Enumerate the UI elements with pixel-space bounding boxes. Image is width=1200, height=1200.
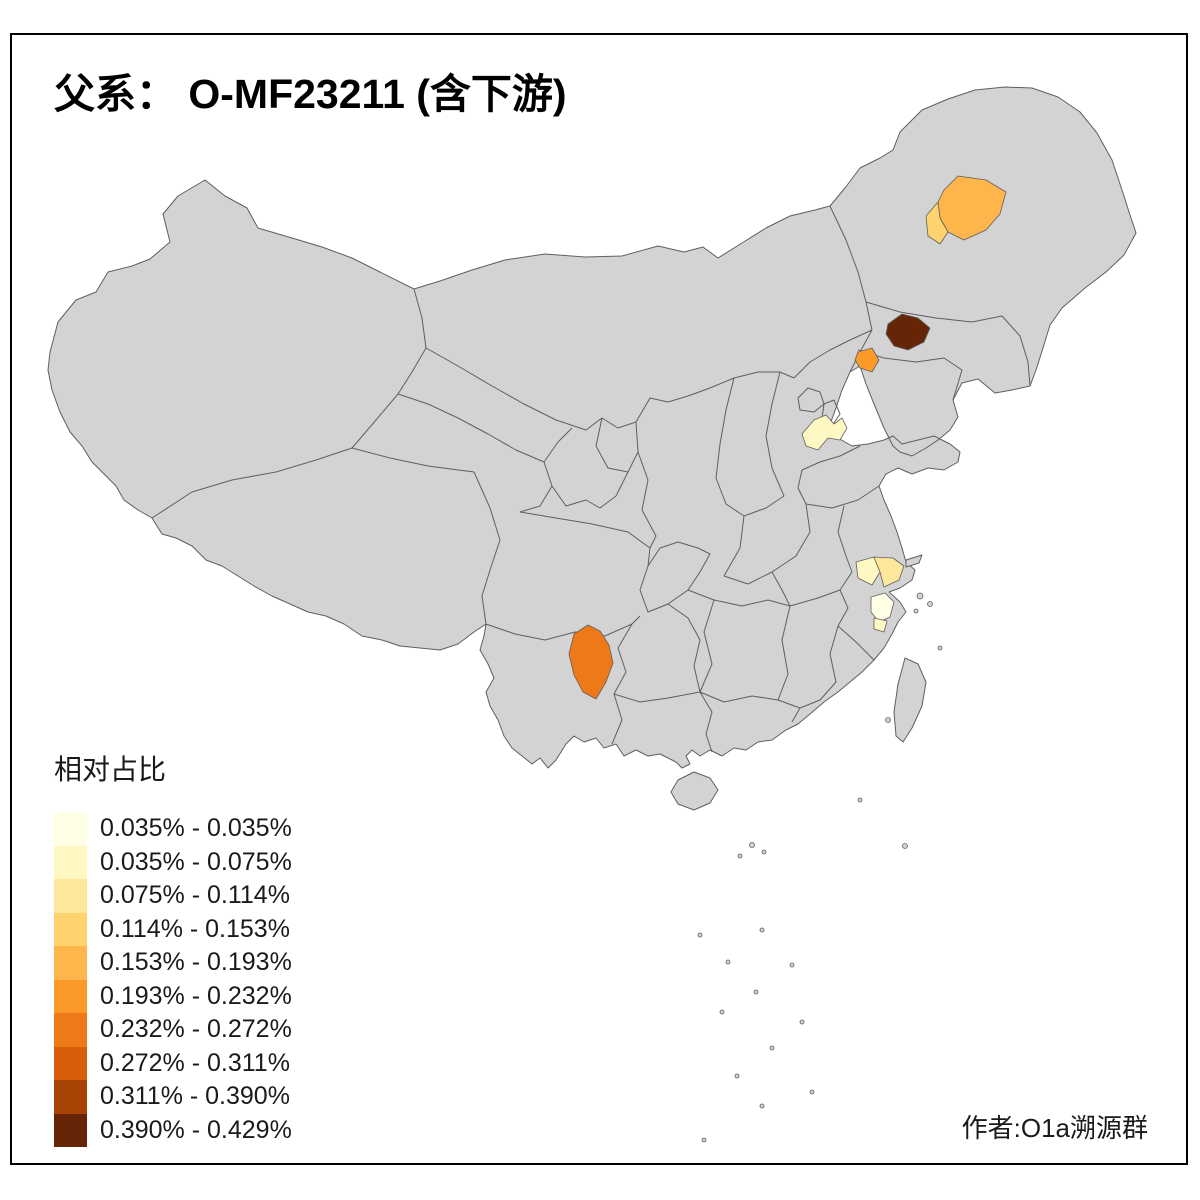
island-dot <box>697 932 703 938</box>
legend-items: 0.035% - 0.035% 0.035% - 0.075% 0.075% -… <box>54 812 292 1147</box>
chongming-island-shape <box>905 554 923 568</box>
legend-swatch <box>54 1046 87 1080</box>
highlight-regions <box>568 175 1007 700</box>
island-dot <box>902 843 908 849</box>
province-borders <box>151 205 1031 753</box>
small-islands <box>697 592 943 1143</box>
legend-item: 0.311% - 0.390% <box>54 1080 292 1114</box>
legend-swatch <box>54 1080 87 1114</box>
legend-label: 0.272% - 0.311% <box>100 1048 290 1077</box>
island-dot <box>734 1073 740 1079</box>
highlight-zhejiang-east <box>873 617 888 633</box>
highlight-shanghai-area <box>873 556 905 588</box>
island-dot <box>759 1103 765 1109</box>
island-dot <box>937 645 943 651</box>
legend-swatch <box>54 879 87 913</box>
map-title: 父系： O-MF23211 (含下游) <box>54 71 567 117</box>
highlight-liaoning-coast <box>854 347 880 373</box>
legend-swatch <box>54 979 87 1013</box>
legend-swatch <box>54 1013 87 1047</box>
legend-label: 0.035% - 0.035% <box>100 814 292 843</box>
island-dot <box>749 842 755 848</box>
legend-swatch <box>54 845 87 879</box>
taiwan-island-shape <box>893 657 927 743</box>
island-dot <box>759 927 765 933</box>
highlight-liaoning-west <box>885 313 931 351</box>
island-dot <box>916 592 924 600</box>
island-dot <box>799 1019 805 1025</box>
hainan-island-shape <box>670 771 719 811</box>
legend-label: 0.114% - 0.153% <box>100 914 290 943</box>
legend: 相对占比 0.035% - 0.035% 0.035% - 0.075% 0.0… <box>54 748 292 1147</box>
author-credit: 作者:O1a溯源群 <box>961 1113 1148 1143</box>
island-dot <box>701 1137 707 1143</box>
legend-label: 0.153% - 0.193% <box>100 948 292 977</box>
legend-title: 相对占比 <box>54 754 167 785</box>
legend-item: 0.153% - 0.193% <box>54 946 292 980</box>
island-dot <box>725 959 731 965</box>
island-dot <box>885 717 891 723</box>
legend-item: 0.114% - 0.153% <box>54 912 292 946</box>
legend-swatch <box>54 946 87 980</box>
legend-item: 0.075% - 0.114% <box>54 879 292 913</box>
island-dot <box>719 1009 725 1015</box>
island-dot <box>809 1089 815 1095</box>
island-dot <box>789 962 795 968</box>
island-dot <box>737 853 743 859</box>
island-dot <box>857 797 863 803</box>
highlight-yunnan-central <box>568 624 614 700</box>
island-dot <box>769 1045 775 1051</box>
highlight-zhejiang-northeast <box>870 592 895 623</box>
island-dot <box>913 608 919 614</box>
plot-frame <box>10 33 1188 1165</box>
island-dot <box>927 601 933 607</box>
legend-swatch <box>54 912 87 946</box>
legend-item: 0.232% - 0.272% <box>54 1013 292 1047</box>
legend-item: 0.272% - 0.311% <box>54 1046 292 1080</box>
legend-swatch <box>54 1113 87 1147</box>
mainland-china-shape <box>47 86 1137 769</box>
island-dot <box>753 989 759 995</box>
legend-label: 0.232% - 0.272% <box>100 1015 292 1044</box>
legend-swatch <box>54 812 87 846</box>
legend-item: 0.193% - 0.232% <box>54 979 292 1013</box>
highlight-jiangsu-southeast <box>855 556 881 586</box>
legend-label: 0.311% - 0.390% <box>100 1082 290 1111</box>
island-dot <box>761 849 767 855</box>
legend-item: 0.035% - 0.035% <box>54 812 292 846</box>
legend-item: 0.390% - 0.429% <box>54 1113 292 1147</box>
legend-label: 0.193% - 0.232% <box>100 981 292 1010</box>
highlight-heilongjiang-central-west <box>925 201 949 245</box>
highlight-shandong-west <box>801 414 848 451</box>
legend-label: 0.390% - 0.429% <box>100 1115 292 1144</box>
legend-label: 0.035% - 0.075% <box>100 847 292 876</box>
legend-label: 0.075% - 0.114% <box>100 881 290 910</box>
legend-item: 0.035% - 0.075% <box>54 845 292 879</box>
